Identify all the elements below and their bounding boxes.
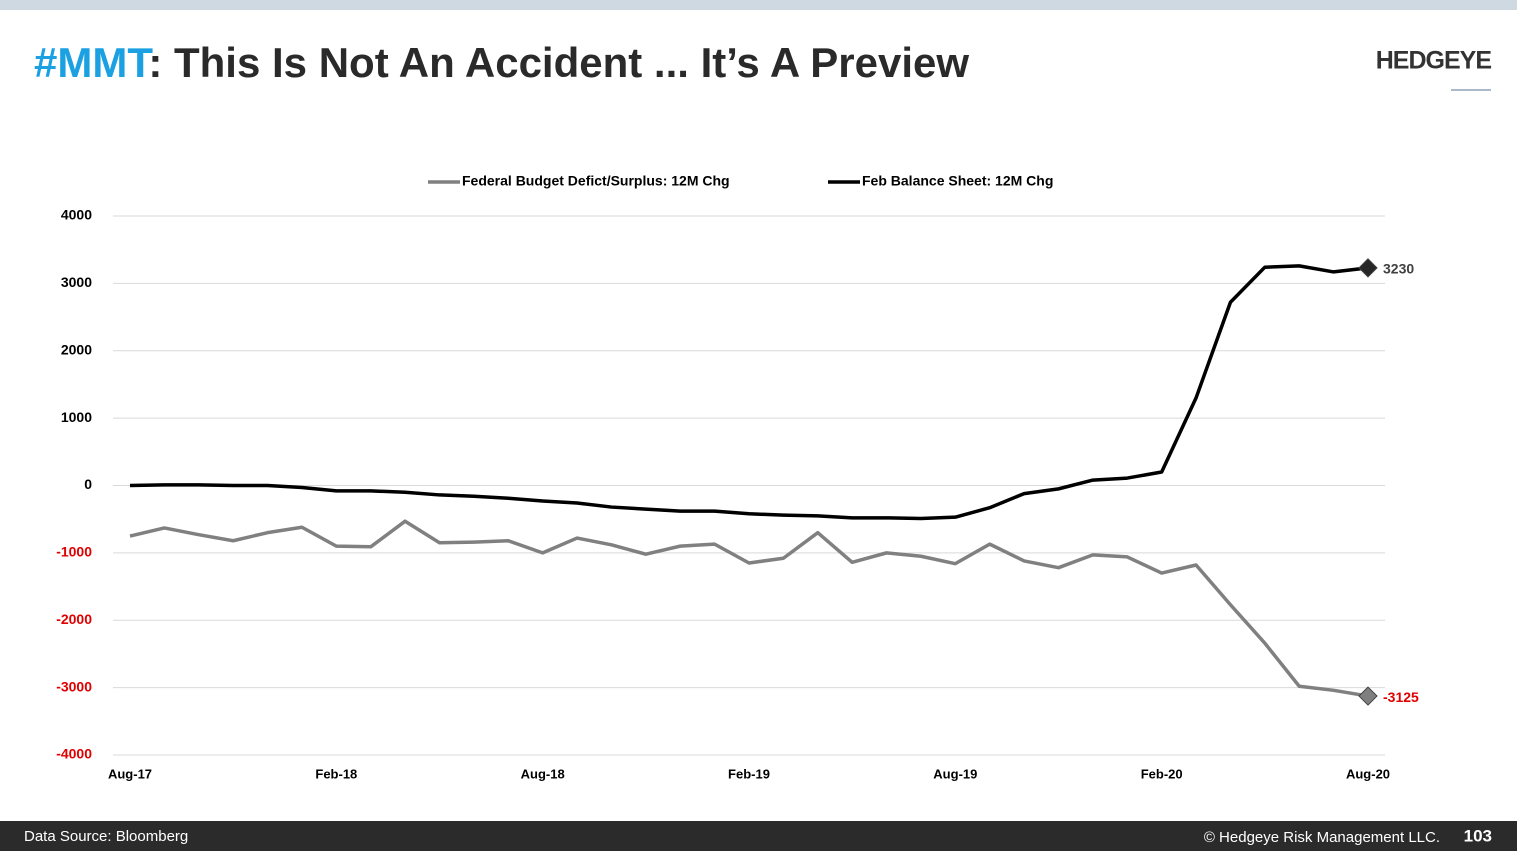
y-tick-label: 3000 — [61, 274, 92, 290]
y-tick-label: 4000 — [61, 207, 92, 223]
series-line — [129, 519, 1369, 698]
x-tick-label: Aug-19 — [933, 766, 977, 781]
y-tick-label: -3000 — [56, 678, 92, 694]
title-text: : This Is Not An Accident ... It’s A Pre… — [148, 39, 969, 86]
end-value-label: 3230 — [1383, 261, 1414, 277]
top-band — [0, 0, 1517, 10]
footer-source: Data Source: Bloomberg — [24, 828, 188, 845]
y-tick-label: -2000 — [56, 611, 92, 627]
x-tick-label: Feb-18 — [315, 766, 357, 781]
y-tick-label: 2000 — [61, 341, 92, 357]
logo: HEDGEYE — [1376, 47, 1492, 75]
series-line — [129, 264, 1369, 521]
y-tick-label: 1000 — [61, 409, 92, 425]
plot: -4000 -3000 -2000 -1000 0 1000 2000 3000 4000 Aug… — [56, 173, 1419, 782]
title: #MMT: This Is Not An Accident ... It’s A… — [34, 39, 969, 86]
x-tick-label: Feb-19 — [728, 766, 770, 781]
x-tick-label: Feb-20 — [1141, 766, 1183, 781]
footer-copyright: © Hedgeye Risk Management LLC. — [1204, 829, 1440, 846]
end-value-label: -3125 — [1383, 689, 1419, 705]
y-tick-label: -1000 — [56, 544, 92, 560]
title-tag: #MMT — [34, 39, 153, 86]
legend-label: Federal Budget Defict/Surplus: 12M Chg — [462, 173, 730, 189]
legend-label: Feb Balance Sheet: 12M Chg — [862, 173, 1053, 189]
end-marker — [1358, 258, 1378, 278]
x-tick-label: Aug-20 — [1346, 766, 1390, 781]
x-tick-label: Aug-18 — [521, 766, 565, 781]
page-number: 103 — [1464, 826, 1492, 845]
x-tick-label: Aug-17 — [108, 766, 152, 781]
y-tick-label: 0 — [84, 476, 92, 492]
end-marker — [1358, 686, 1378, 706]
footer-bar — [0, 821, 1517, 851]
y-tick-label: -4000 — [56, 746, 92, 762]
